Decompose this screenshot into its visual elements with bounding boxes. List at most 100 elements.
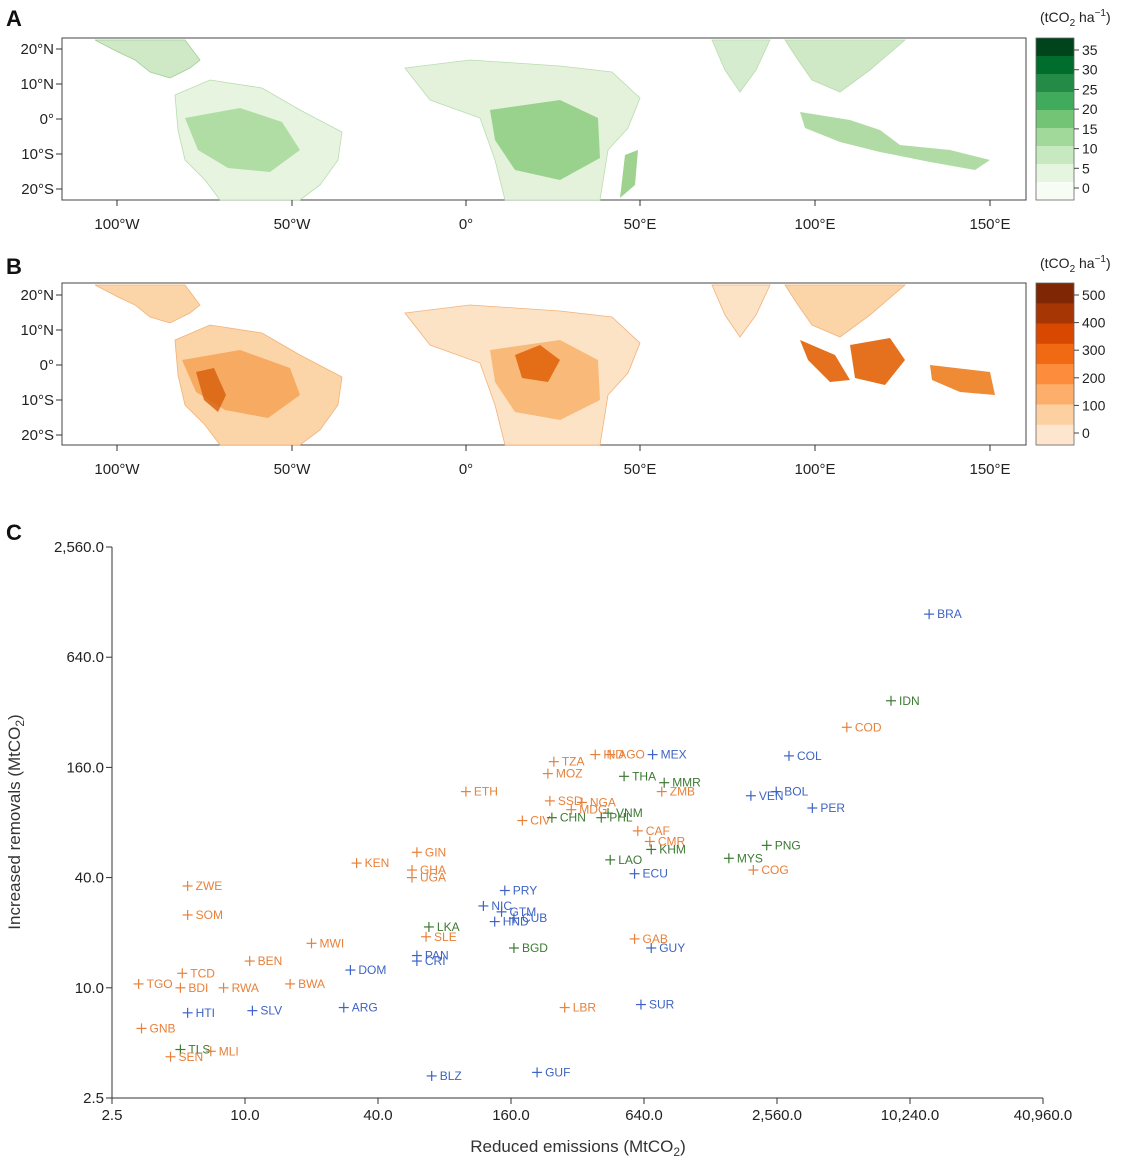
scatter-point: COD <box>841 720 882 734</box>
lat-tick-label: 20°N <box>20 287 54 304</box>
colorbar-a: (tCO2 ha−1) 35 30 25 20 15 10 5 0 <box>1035 8 1111 201</box>
scatter-point: AGO <box>605 748 645 762</box>
colorbar-tick-label: 20 <box>1082 101 1098 117</box>
x-tick-label: 640.0 <box>625 1107 663 1124</box>
colorbar-a-frame <box>1035 37 1075 201</box>
point-label: CMR <box>658 834 686 848</box>
point-label: VEN <box>759 789 784 803</box>
point-label: MLI <box>219 1044 239 1058</box>
scatter-point: NGA <box>576 795 616 809</box>
map-a-amazon-patch <box>185 108 300 172</box>
point-label: PRY <box>513 884 537 898</box>
lat-tick-label: 20°N <box>20 41 54 58</box>
point-label: CUB <box>522 911 547 925</box>
scatter-point: PRY <box>499 884 537 898</box>
point-label: NGA <box>590 795 616 809</box>
point-label: BLZ <box>440 1069 462 1083</box>
point-label: GUF <box>545 1065 570 1079</box>
colorbar-tick-label: 30 <box>1082 62 1098 78</box>
map-b-se-asia <box>784 284 907 338</box>
point-label: MMR <box>672 776 701 790</box>
point-label: CHN <box>560 811 586 825</box>
scatter-point: CRI <box>411 954 446 968</box>
scatter-point: TCD <box>177 966 215 980</box>
point-label: KHM <box>659 842 686 856</box>
point-label: PAN <box>425 949 449 963</box>
scatter-point: ETH <box>460 785 498 799</box>
y-tick-label: 640.0 <box>66 649 104 666</box>
scatter-point: ZMB <box>656 785 695 799</box>
point-label: BOL <box>784 785 808 799</box>
point-label: CRI <box>425 954 446 968</box>
scatter-point: BDI <box>175 981 208 995</box>
map-b-andes-dark <box>196 368 226 412</box>
colorbar-cell <box>1036 56 1074 75</box>
point-label: DOM <box>358 963 386 977</box>
point-label: ZMB <box>670 785 695 799</box>
scatter-point: UGA <box>406 871 446 885</box>
map-a-indonesia <box>800 112 990 170</box>
colorbar-cell <box>1036 384 1074 406</box>
colorbar-b-frame <box>1035 282 1075 446</box>
scatter-point: LBR <box>559 1001 596 1015</box>
colorbar-b-title: (tCO2 ha−1) <box>1040 254 1111 275</box>
scatter-point: PER <box>807 801 845 815</box>
point-label: LAO <box>618 853 642 867</box>
scatter-point: TZA <box>548 755 585 769</box>
lon-tick-label: 100°E <box>794 461 835 478</box>
point-label: GAB <box>643 932 668 946</box>
point-label: ETH <box>474 785 498 799</box>
colorbar-cell <box>1036 303 1074 325</box>
scatter-point: HTI <box>182 1006 215 1020</box>
point-label: UGA <box>420 871 446 885</box>
point-label: ZWE <box>196 879 223 893</box>
point-label: IDN <box>899 694 920 708</box>
map-a-se-asia <box>784 39 907 93</box>
point-label: TZA <box>562 755 585 769</box>
colorbar-cell <box>1036 283 1074 304</box>
colorbar-tick-label: 35 <box>1082 42 1098 58</box>
map-a-lon-ticks: 100°W 50°W 0° 50°E 100°E 150°E <box>94 200 1011 233</box>
scatter-point: KHM <box>646 842 686 856</box>
scatter-point: MWI <box>306 936 344 950</box>
colorbar-tick-label: 200 <box>1082 370 1106 386</box>
point-label: HND <box>503 915 529 929</box>
point-label: SLV <box>260 1004 282 1018</box>
lon-tick-label: 0° <box>459 216 473 233</box>
point-label: GHA <box>420 863 446 877</box>
colorbar-cell <box>1036 110 1074 129</box>
map-a-lat-ticks: 20°N 10°N 0° 10°S 20°S <box>20 41 62 198</box>
point-label: LKA <box>437 920 460 934</box>
scatter-point: NIC <box>478 899 512 913</box>
point-label: MEX <box>661 748 687 762</box>
lon-tick-label: 100°W <box>94 216 140 233</box>
scatter-point: MMR <box>659 776 701 790</box>
lon-tick-label: 50°W <box>274 461 312 478</box>
y-tick-label: 2.5 <box>83 1090 104 1107</box>
scatter-point: GUF <box>532 1065 570 1079</box>
panel-c-letter: C <box>6 520 22 545</box>
scatter-point: CHN <box>546 811 586 825</box>
point-label: SSD <box>558 794 583 808</box>
point-label: TLS <box>188 1043 210 1057</box>
map-b-central-america <box>94 284 201 324</box>
point-label: MYS <box>737 851 763 865</box>
map-a-india <box>711 39 771 93</box>
scatter-point: MYS <box>723 851 763 865</box>
scatter-point: MLI <box>205 1044 239 1058</box>
x-tick-label: 160.0 <box>492 1107 530 1124</box>
point-label: PER <box>820 801 845 815</box>
colorbar-cell <box>1036 343 1074 365</box>
map-b-india <box>711 284 771 338</box>
x-tick-label: 2,560.0 <box>752 1107 802 1124</box>
scatter-point: BOL <box>771 785 809 799</box>
scatter-point: PHL <box>596 811 633 825</box>
lon-tick-label: 50°W <box>274 216 312 233</box>
scatter-point: KEN <box>351 856 389 870</box>
colorbar-cell <box>1036 323 1074 345</box>
lat-tick-label: 10°N <box>20 322 54 339</box>
scatter-point: VEN <box>745 789 784 803</box>
map-a-central-america <box>94 39 201 79</box>
colorbar-b-cells <box>1036 283 1074 446</box>
panel-b-letter: B <box>6 254 22 279</box>
